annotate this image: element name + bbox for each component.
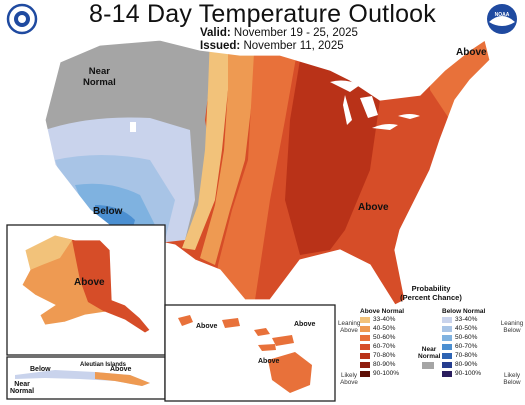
- near-normal-legend-label: Near Normal: [418, 346, 440, 360]
- above-normal-swatch: [360, 361, 370, 368]
- near-normal-west-line2: Normal: [83, 77, 116, 88]
- likely-above-label: Likely Above: [340, 372, 358, 386]
- near-normal-aleutian-line2: Normal: [10, 388, 35, 395]
- below-normal-range-label: 33-40%: [455, 316, 478, 323]
- above-normal-range-label: 90-100%: [373, 370, 400, 377]
- near-normal-west-line1: Near: [88, 66, 110, 77]
- above-normal-row: 90-100%: [360, 369, 404, 378]
- noaa-cpc-seal: [6, 3, 38, 35]
- below-normal-row: 60-70%: [442, 342, 485, 351]
- above-normal-range-label: 60-70%: [373, 343, 396, 350]
- valid-dates: Valid: November 19 - 25, 2025: [200, 27, 358, 39]
- above-normal-swatch: [360, 343, 370, 350]
- below-normal-swatch: [442, 334, 452, 341]
- above-normal-swatch: [360, 334, 370, 341]
- below-normal-row: 90-100%: [442, 369, 485, 378]
- near-normal-legend-line1: Near: [421, 346, 437, 353]
- issued-date: Issued: November 11, 2025: [200, 40, 344, 52]
- conus-outline: [44, 39, 491, 306]
- label-above-hawaii-big-island: Above: [258, 358, 280, 365]
- below-normal-swatch: [442, 352, 452, 359]
- below-normal-range-label: 70-80%: [455, 352, 478, 359]
- issued-label: Issued:: [200, 40, 241, 52]
- label-near-normal-aleutian: Near Normal: [10, 381, 34, 395]
- hawaii-islands: [178, 315, 312, 393]
- label-near-normal-west: Near Normal: [83, 66, 116, 88]
- near-normal-aleutian-line1: Near: [14, 381, 30, 388]
- below-normal-swatch: [442, 370, 452, 377]
- label-below-aleutian: Below: [30, 366, 51, 373]
- alaska-map: [21, 234, 151, 334]
- above-normal-row: 40-50%: [360, 324, 404, 333]
- below-normal-title: Below Normal: [442, 308, 486, 315]
- aleutian-islands-map: [15, 370, 150, 386]
- label-above-east: Above: [358, 202, 389, 213]
- label-below-southwest: Below: [93, 206, 123, 217]
- below-normal-swatch: [442, 325, 452, 332]
- valid-label: Valid:: [200, 27, 231, 39]
- below-normal-range-label: 50-60%: [455, 334, 478, 341]
- near-normal-legend-line2: Normal: [418, 353, 441, 360]
- legend-header-line1: Probability: [411, 284, 451, 293]
- above-normal-range-label: 50-60%: [373, 334, 396, 341]
- label-above-aleutian-east: Above: [110, 366, 132, 373]
- valid-value: November 19 - 25, 2025: [233, 27, 358, 39]
- below-normal-rows: 33-40% 40-50% 50-60% 60-70% 70-80% 80-90% 90-1…: [442, 315, 485, 378]
- above-normal-rows: 33-40% 40-50% 50-60% 60-70% 70-80% 80-90% 90-1…: [360, 315, 404, 378]
- above-normal-row: 70-80%: [360, 351, 404, 360]
- below-normal-range-label: 60-70%: [455, 343, 478, 350]
- label-above-northeast: Above: [456, 47, 487, 58]
- above-normal-row: 60-70%: [360, 342, 404, 351]
- below-normal-range-label: 80-90%: [455, 361, 478, 368]
- below-normal-row: 33-40%: [442, 315, 485, 324]
- issued-value: November 11, 2025: [243, 40, 344, 52]
- above-normal-swatch: [360, 352, 370, 359]
- label-above-alaska: Above: [74, 277, 105, 288]
- map-title: 8-14 Day Temperature Outlook: [89, 0, 436, 28]
- legend-header: Probability (Percent Chance): [338, 284, 524, 302]
- below-normal-row: 50-60%: [442, 333, 485, 342]
- below-normal-range-label: 90-100%: [455, 370, 482, 377]
- above-normal-column: Above Normal 33-40% 40-50% 50-60% 60-70% 70-…: [360, 308, 404, 378]
- below-normal-swatch: [442, 343, 452, 350]
- near-normal-swatch: [422, 362, 434, 369]
- above-normal-title: Above Normal: [360, 308, 405, 315]
- label-aleutian-islands: Aleutian Islands: [80, 362, 127, 368]
- above-normal-range-label: 80-90%: [373, 361, 396, 368]
- noaa-logo: NOAA: [487, 4, 517, 34]
- above-normal-range-label: 40-50%: [373, 325, 396, 332]
- below-normal-column: Below Normal 33-40% 40-50% 50-60% 60-70% 70-…: [442, 308, 485, 378]
- below-normal-row: 80-90%: [442, 360, 485, 369]
- above-normal-swatch: [360, 370, 370, 377]
- below-normal-row: 70-80%: [442, 351, 485, 360]
- above-normal-swatch: [360, 316, 370, 323]
- label-above-hawaii-maui: Above: [294, 321, 316, 328]
- likely-below-label: Likely Below: [503, 372, 521, 386]
- above-normal-row: 80-90%: [360, 360, 404, 369]
- above-normal-range-label: 70-80%: [373, 352, 396, 359]
- below-normal-range-label: 40-50%: [455, 325, 478, 332]
- above-normal-range-label: 33-40%: [373, 316, 396, 323]
- below-normal-swatch: [442, 316, 452, 323]
- above-normal-swatch: [360, 325, 370, 332]
- below-normal-row: 40-50%: [442, 324, 485, 333]
- leaning-above-label: Leaning Above: [338, 320, 361, 334]
- above-normal-row: 33-40%: [360, 315, 404, 324]
- below-normal-swatch: [442, 361, 452, 368]
- great-lakes: [330, 80, 420, 130]
- legend-header-line2: (Percent Chance): [400, 293, 462, 302]
- legend: Probability (Percent Chance) Leaning Abo…: [338, 284, 524, 404]
- svg-text:NOAA: NOAA: [495, 12, 510, 18]
- great-salt-lake: [130, 122, 136, 132]
- above-normal-row: 50-60%: [360, 333, 404, 342]
- leaning-below-label: Leaning Below: [500, 320, 524, 334]
- label-above-hawaii-kauai: Above: [196, 323, 218, 330]
